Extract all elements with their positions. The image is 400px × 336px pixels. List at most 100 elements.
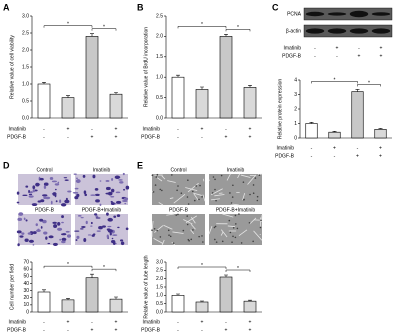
row-label: Imatinib bbox=[8, 126, 26, 132]
stained-cell bbox=[53, 224, 58, 228]
cell bbox=[215, 199, 217, 202]
cell bbox=[214, 188, 216, 191]
error-bar bbox=[114, 296, 118, 300]
bar bbox=[351, 91, 364, 139]
cell bbox=[198, 198, 200, 201]
stained-cell bbox=[115, 200, 122, 204]
stained-cell bbox=[74, 187, 79, 190]
stained-cell bbox=[43, 195, 47, 200]
stained-cell bbox=[112, 241, 116, 245]
row-label: Imatinib bbox=[283, 45, 301, 51]
cell bbox=[161, 189, 163, 192]
error-bar bbox=[42, 289, 46, 292]
stained-cell bbox=[96, 230, 101, 232]
cell bbox=[193, 199, 196, 202]
micrograph-background bbox=[209, 174, 262, 205]
stained-cell bbox=[54, 188, 57, 191]
stained-cell bbox=[16, 201, 20, 204]
blot-band bbox=[349, 10, 369, 18]
cell bbox=[232, 235, 234, 238]
tube bbox=[222, 213, 234, 218]
y-tick-label: 0.5 bbox=[156, 301, 163, 307]
significance-bracket bbox=[311, 81, 358, 84]
y-tick-label: 20 bbox=[23, 295, 29, 301]
stained-cell bbox=[94, 213, 98, 216]
stained-cell bbox=[35, 182, 40, 187]
stained-cell bbox=[32, 189, 36, 193]
cell bbox=[192, 229, 194, 231]
tube bbox=[202, 194, 206, 202]
y-tick-label: 30 bbox=[23, 288, 29, 294]
row-label: PDGF-B bbox=[141, 134, 161, 140]
stained-cell bbox=[92, 174, 96, 179]
y-tick-label: 1 bbox=[294, 121, 297, 127]
stained-cell bbox=[40, 226, 43, 229]
cell bbox=[155, 176, 158, 178]
tube bbox=[158, 202, 164, 206]
image-label: Imatinib bbox=[93, 167, 111, 173]
image-label: PDGF-B bbox=[35, 207, 55, 213]
cell bbox=[240, 242, 243, 244]
sign: + bbox=[379, 145, 382, 151]
stained-cell bbox=[80, 216, 84, 219]
error-bar bbox=[378, 128, 383, 130]
tube bbox=[237, 173, 240, 179]
y-tick-label: 50 bbox=[23, 274, 29, 280]
y-axis-title: Relative value of tube length bbox=[143, 255, 149, 318]
micrograph bbox=[16, 174, 72, 207]
sign: + bbox=[115, 134, 118, 140]
cell bbox=[177, 185, 179, 187]
sign: - bbox=[43, 327, 45, 333]
stained-cell bbox=[110, 202, 115, 206]
cell bbox=[192, 190, 194, 193]
cell bbox=[242, 181, 245, 183]
stained-cell bbox=[24, 238, 29, 242]
blot-band bbox=[371, 28, 391, 34]
tube bbox=[253, 230, 263, 241]
y-tick-label: 1.0 bbox=[156, 293, 163, 299]
tube bbox=[193, 192, 202, 196]
bar bbox=[328, 131, 341, 139]
cell bbox=[231, 241, 233, 243]
sign: - bbox=[201, 134, 203, 140]
error-bar bbox=[309, 122, 314, 124]
significance-bracket bbox=[357, 84, 381, 87]
stained-cell bbox=[99, 203, 102, 206]
row-label: Imatinib bbox=[142, 126, 160, 132]
stained-cell bbox=[54, 183, 60, 186]
stained-cell bbox=[32, 244, 35, 246]
stained-cell bbox=[83, 190, 87, 195]
stained-cell bbox=[115, 175, 121, 179]
stained-cell bbox=[52, 221, 57, 224]
cell bbox=[187, 203, 190, 205]
blot-band bbox=[349, 28, 369, 34]
stained-cell bbox=[84, 193, 88, 197]
stained-cell bbox=[65, 230, 70, 233]
tube bbox=[153, 237, 164, 245]
stained-cell bbox=[32, 185, 36, 190]
sign: - bbox=[201, 327, 203, 333]
stained-cell bbox=[42, 194, 48, 197]
bar bbox=[85, 36, 99, 119]
stained-cell bbox=[29, 191, 33, 194]
stained-cell bbox=[81, 226, 86, 229]
tube bbox=[154, 225, 164, 233]
bar bbox=[171, 295, 185, 313]
tube bbox=[231, 203, 239, 206]
stained-cell bbox=[123, 197, 129, 201]
stained-cell bbox=[92, 233, 96, 236]
tube bbox=[210, 198, 220, 201]
cell bbox=[153, 227, 156, 230]
micrograph bbox=[16, 212, 71, 247]
y-tick-label: 1.0 bbox=[156, 75, 163, 81]
bar bbox=[109, 298, 123, 313]
stained-cell bbox=[59, 199, 62, 203]
stained-cell bbox=[95, 217, 101, 219]
error-bar bbox=[90, 33, 94, 37]
micrograph bbox=[72, 172, 130, 206]
y-tick-label: 0 bbox=[26, 309, 29, 315]
stained-cell bbox=[87, 234, 92, 236]
sign: - bbox=[357, 145, 359, 151]
panel-letter: A bbox=[3, 2, 10, 12]
